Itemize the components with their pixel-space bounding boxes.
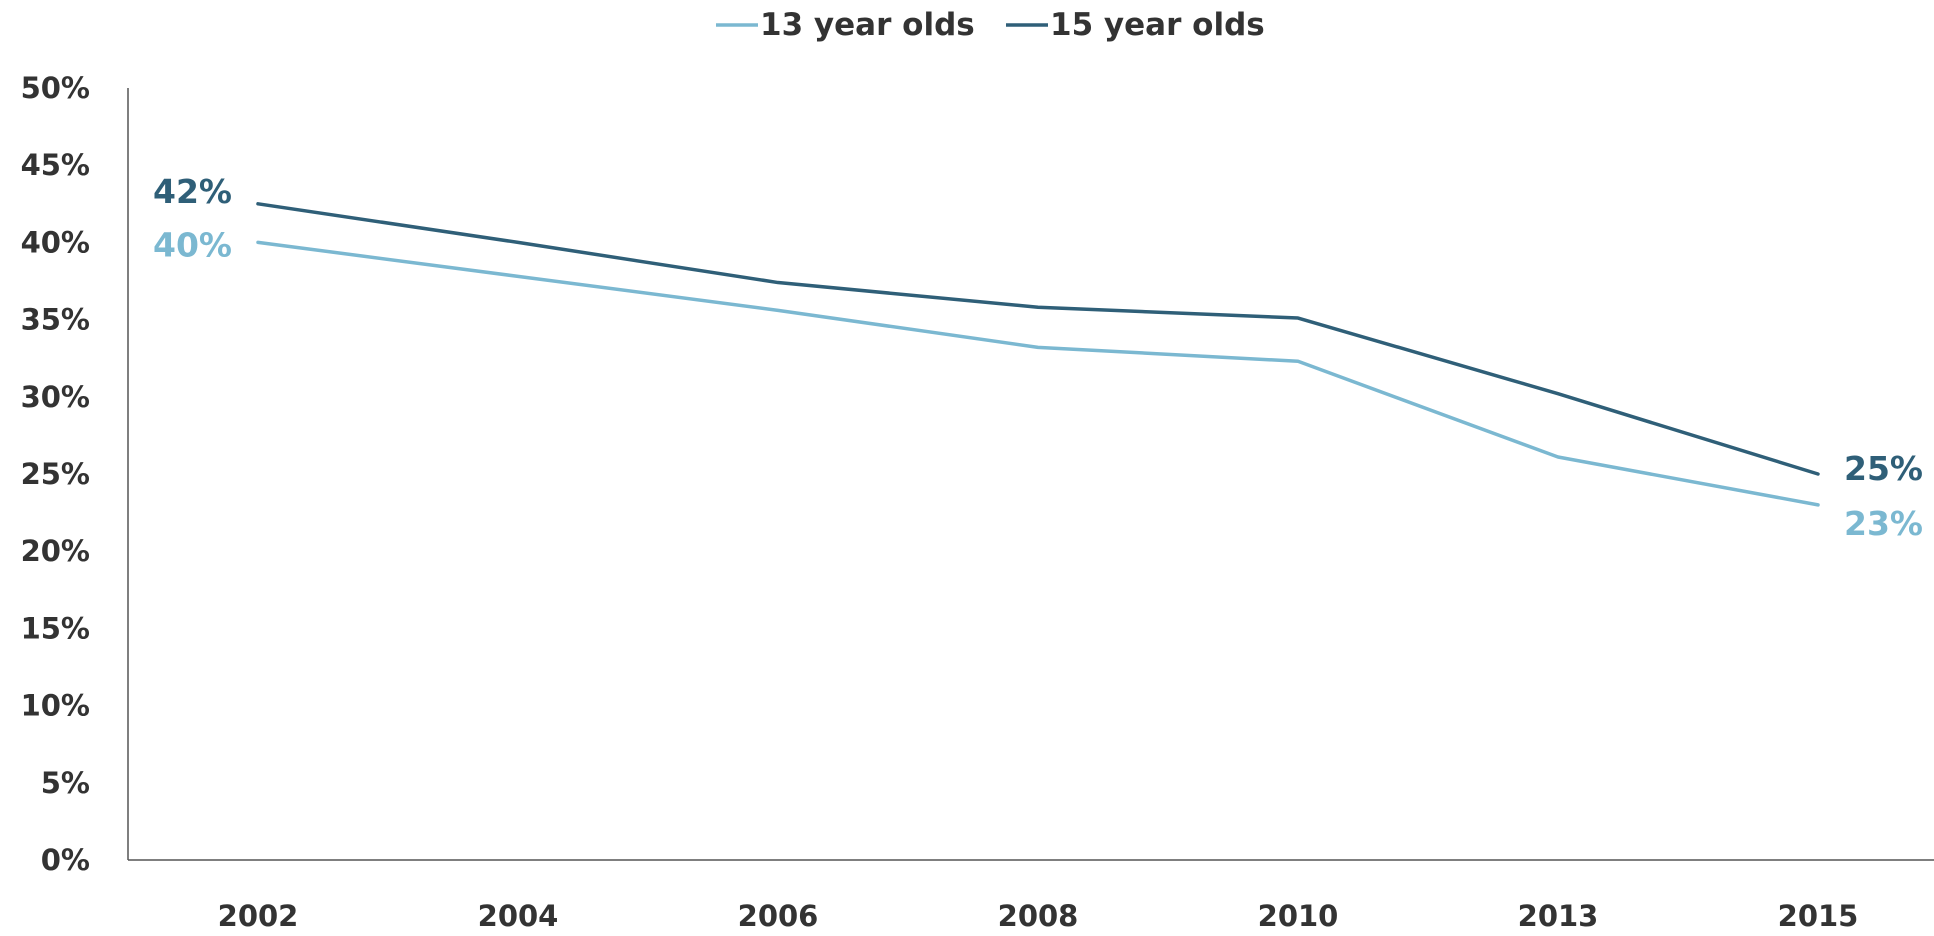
x-tick-label: 2015 <box>1778 899 1859 933</box>
legend: 13 year olds 15 year olds <box>716 7 1265 43</box>
y-tick-label: 0% <box>41 843 90 877</box>
y-tick-label: 30% <box>21 380 90 414</box>
series-line-13-year-olds <box>256 240 1820 507</box>
legend-item: 15 year olds <box>1006 7 1265 43</box>
y-tick-label: 5% <box>41 766 90 800</box>
x-tick-label: 2004 <box>478 899 559 933</box>
legend-label: 13 year olds <box>760 7 975 43</box>
y-tick-label: 25% <box>21 457 90 491</box>
y-axis: 0% 5% 10% 15% 20% 25% 30% 35% 40% 45% 50% <box>21 71 129 877</box>
series-layer <box>256 202 1820 507</box>
data-label: 25% <box>1844 449 1923 488</box>
y-tick-label: 20% <box>21 534 90 568</box>
x-axis: 2002 2004 2006 2008 2010 2013 2015 <box>128 859 1934 933</box>
x-tick-label: 2002 <box>218 899 299 933</box>
data-label: 23% <box>1844 504 1923 543</box>
legend-item: 13 year olds <box>716 7 975 43</box>
series-line-15-year-olds <box>256 202 1820 476</box>
x-tick-label: 2006 <box>738 899 819 933</box>
data-labels: 42% 40% 25% 23% <box>153 172 1923 543</box>
x-tick-label: 2013 <box>1518 899 1599 933</box>
y-tick-label: 50% <box>21 71 90 105</box>
y-tick-label: 35% <box>21 303 90 337</box>
legend-label: 15 year olds <box>1050 7 1265 43</box>
y-tick-label: 40% <box>21 225 90 259</box>
x-tick-label: 2010 <box>1258 899 1339 933</box>
data-label: 40% <box>153 225 232 264</box>
y-tick-label: 15% <box>21 611 90 645</box>
data-label: 42% <box>153 172 232 211</box>
y-tick-label: 10% <box>21 689 90 723</box>
x-tick-label: 2008 <box>998 899 1079 933</box>
y-tick-label: 45% <box>21 148 90 182</box>
